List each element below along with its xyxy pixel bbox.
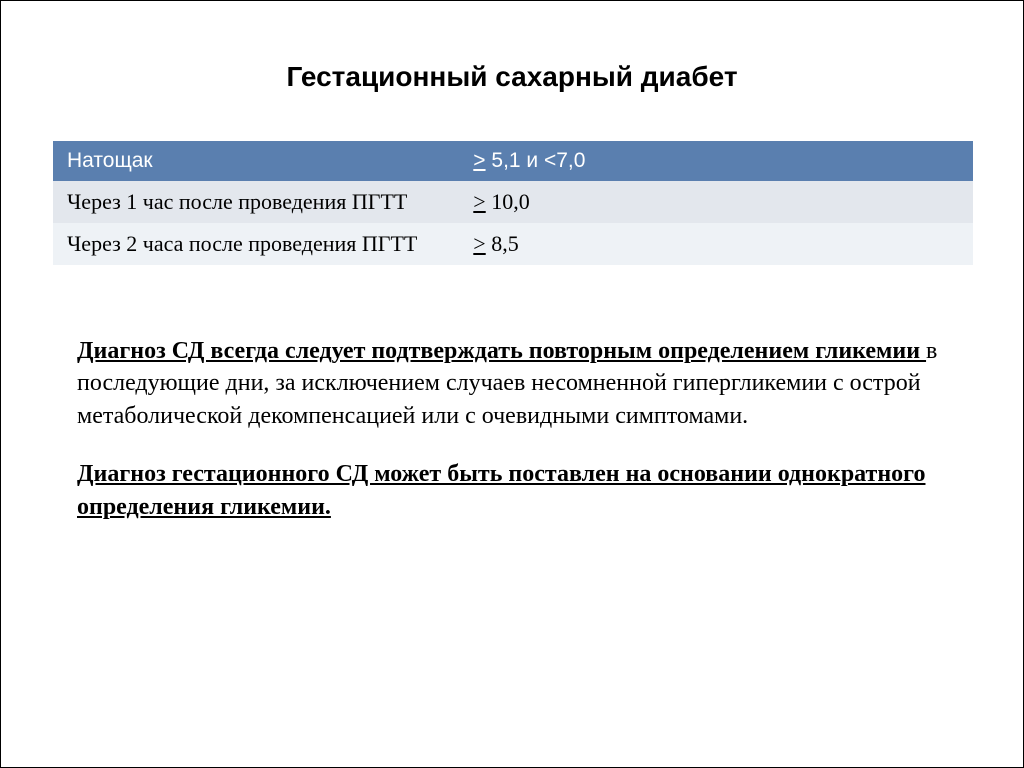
header-label: Натощак [53, 141, 459, 181]
paragraph-1: Диагноз СД всегда следует подтверждать п… [77, 335, 947, 432]
table-row: Через 2 часа после проведения ПГТТ > 8,5 [53, 223, 973, 265]
para1-emphasis: Диагноз СД всегда следует подтверждать п… [77, 338, 926, 364]
header-value: > 5,1 и <7,0 [459, 141, 973, 181]
para2-emphasis: Диагноз гестационного СД может быть пост… [77, 461, 925, 519]
criteria-table: Натощак > 5,1 и <7,0 Через 1 час после п… [53, 141, 973, 265]
ge-symbol: > [473, 189, 485, 214]
row-value-text: 8,5 [486, 231, 519, 256]
slide-title: Гестационный сахарный диабет [1, 61, 1023, 93]
row-value: > 10,0 [459, 181, 973, 223]
row-label: Через 1 час после проведения ПГТТ [53, 181, 459, 223]
table-header-row: Натощак > 5,1 и <7,0 [53, 141, 973, 181]
ge-symbol: > [473, 231, 485, 256]
slide: Гестационный сахарный диабет Натощак > 5… [0, 0, 1024, 768]
row-value: > 8,5 [459, 223, 973, 265]
row-label: Через 2 часа после проведения ПГТТ [53, 223, 459, 265]
header-value-text: 5,1 и <7,0 [486, 149, 586, 172]
ge-symbol: > [473, 149, 485, 172]
table-row: Через 1 час после проведения ПГТТ > 10,0 [53, 181, 973, 223]
row-value-text: 10,0 [486, 189, 530, 214]
paragraph-2: Диагноз гестационного СД может быть пост… [77, 458, 947, 523]
body-text: Диагноз СД всегда следует подтверждать п… [77, 335, 947, 523]
